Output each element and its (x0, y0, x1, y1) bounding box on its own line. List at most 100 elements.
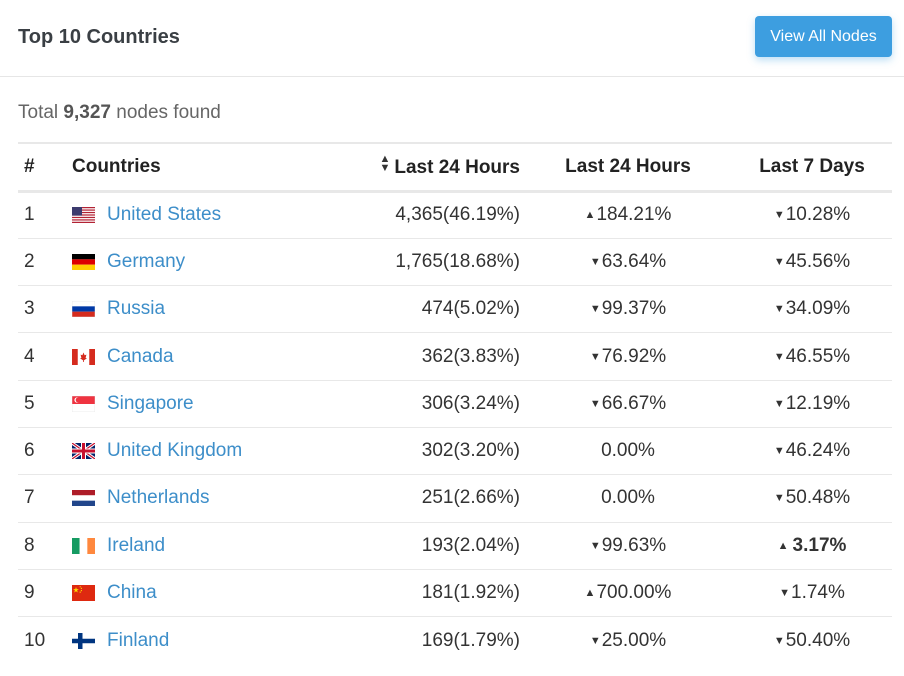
change-7d-value: 1.74% (791, 582, 845, 604)
caret-down-icon: ▼ (773, 350, 785, 363)
nodes-value: 1,765(18.68%) (395, 250, 520, 272)
countries-table: # Countries ▲ ▼ Last 24 Hours Last 24 Hour… (18, 142, 892, 664)
caret-down-icon: ▼ (589, 397, 601, 410)
de-flag-icon (72, 253, 95, 270)
change-7d-cell: ▲ 3.17% (732, 521, 892, 570)
caret-down-icon: ▼ (589, 634, 601, 647)
table-row: 9 China 181(1.92%) ▲700.00% ▼1.74% (18, 568, 892, 617)
country-cell: Russia (66, 285, 282, 333)
caret-down-icon: ▼ (773, 303, 785, 316)
change-7d-value: 46.24% (785, 440, 851, 462)
rank-value: 8 (24, 534, 35, 556)
rank-column-header: # (24, 155, 35, 177)
country-cell: Netherlands (66, 474, 282, 523)
nodes-value: 474(5.02%) (421, 298, 520, 320)
change-7d-column-header: Last 7 Days (759, 155, 865, 177)
table-row: 3 Russia 474(5.02%) ▼99.37% ▼34.09% (18, 285, 892, 333)
country-cell: China (66, 568, 282, 617)
country-link[interactable]: China (107, 582, 157, 604)
nodes-value: 251(2.66%) (421, 487, 520, 509)
change-24h-cell: ▼99.37% (524, 285, 732, 333)
nodes-cell: 362(3.83%) (282, 332, 524, 381)
change-7d-cell: ▼50.40% (732, 616, 892, 664)
country-link[interactable]: Singapore (107, 392, 194, 414)
summary-suffix: nodes found (116, 102, 221, 123)
change-24h-value: 76.92% (601, 345, 667, 367)
change-24h-cell: ▲700.00% (524, 568, 732, 617)
card-header: Top 10 Countries View All Nodes (0, 0, 904, 77)
table-row: 1 United States 4,365(46.19%) ▲184.21% ▼10.2… (18, 190, 892, 239)
change-7d-value: 34.09% (785, 298, 851, 320)
rank-value: 1 (24, 204, 35, 226)
change-24h-cell: 0.00% (524, 474, 732, 523)
change-24h-value: 25.00% (601, 629, 667, 651)
change-7d-cell: ▼46.55% (732, 332, 892, 381)
fi-flag-icon (72, 632, 95, 649)
nodes-value: 4,365(46.19%) (395, 204, 520, 226)
view-all-nodes-button[interactable]: View All Nodes (755, 16, 892, 57)
nodes-column-header[interactable]: ▲ ▼ Last 24 Hours (282, 143, 524, 191)
nodes-cell: 1,765(18.68%) (282, 237, 524, 286)
change-24h-value: 0.00% (601, 440, 655, 462)
rank-cell: 10 (18, 616, 66, 664)
nodes-cell: 474(5.02%) (282, 285, 524, 333)
table-row: 6 United Kingdom 302(3.20%) 0.00% ▼46.24% (18, 426, 892, 475)
caret-down-icon: ▼ (779, 587, 790, 600)
rank-value: 5 (24, 392, 35, 414)
country-cell: Finland (66, 616, 282, 664)
nodes-column-label: Last 24 Hours (394, 156, 520, 178)
nodes-cell: 4,365(46.19%) (282, 190, 524, 239)
nodes-value: 362(3.83%) (421, 345, 520, 367)
nodes-value: 302(3.20%) (421, 440, 520, 462)
caret-down-icon: ▼ (589, 539, 601, 552)
country-link[interactable]: Germany (107, 250, 186, 272)
caret-up-icon: ▲ (584, 587, 596, 600)
country-cell: United Kingdom (66, 426, 282, 475)
table-row: 4 Canada 362(3.83%) ▼76.92% ▼46.55% (18, 332, 892, 381)
change-24h-cell: ▼63.64% (524, 237, 732, 286)
change-7d-value: 50.40% (785, 629, 851, 651)
caret-down-icon: ▼ (773, 445, 785, 458)
rank-cell: 8 (18, 521, 66, 570)
country-link[interactable]: Canada (107, 345, 174, 367)
table-header-row: # Countries ▲ ▼ Last 24 Hours Last 24 Hour… (18, 143, 892, 191)
country-link[interactable]: United Kingdom (107, 440, 243, 462)
country-link[interactable]: United States (107, 204, 222, 226)
rank-value: 4 (24, 345, 35, 367)
change-24h-value: 63.64% (601, 250, 667, 272)
change-7d-cell: ▼46.24% (732, 426, 892, 475)
cn-flag-icon (72, 585, 95, 602)
change-24h-column-header: Last 24 Hours (565, 155, 691, 177)
caret-down-icon: ▼ (773, 255, 785, 268)
sg-flag-icon (71, 395, 96, 413)
change-7d-cell: ▼34.09% (732, 285, 892, 333)
country-link[interactable]: Russia (107, 298, 166, 320)
change-24h-cell: 0.00% (524, 426, 732, 475)
change-24h-cell: ▼99.63% (524, 521, 732, 570)
country-cell: Singapore (66, 379, 282, 428)
card-title: Top 10 Countries (18, 26, 180, 48)
country-link[interactable]: Finland (107, 629, 170, 651)
summary-prefix: Total (18, 102, 59, 123)
summary-text: Total 9,327 nodes found (18, 102, 221, 124)
country-link[interactable]: Netherlands (107, 487, 210, 509)
change-24h-value: 99.63% (601, 534, 667, 556)
country-link[interactable]: Ireland (107, 534, 166, 556)
sort-icon[interactable]: ▲ ▼ (379, 152, 391, 174)
change-24h-value: 66.67% (601, 392, 667, 414)
change-24h-cell: ▼76.92% (524, 332, 732, 381)
country-cell: Germany (66, 237, 282, 286)
table-row: 5 Singapore 306(3.24%) ▼66.67% ▼12.19% (18, 379, 892, 428)
caret-up-icon: ▲ (584, 209, 596, 222)
change-24h-cell: ▼25.00% (524, 616, 732, 664)
change-7d-cell: ▼1.74% (732, 568, 892, 617)
rank-value: 3 (24, 298, 35, 320)
nodes-cell: 169(1.79%) (282, 616, 524, 664)
table-row: 8 Ireland 193(2.04%) ▼99.63% ▲ 3.17% (18, 521, 892, 570)
rank-value: 7 (24, 487, 35, 509)
country-cell: United States (66, 190, 282, 239)
change-24h-value: 99.37% (601, 298, 667, 320)
us-flag-icon (72, 207, 95, 224)
nodes-cell: 302(3.20%) (282, 426, 524, 475)
rank-cell: 4 (18, 332, 66, 381)
